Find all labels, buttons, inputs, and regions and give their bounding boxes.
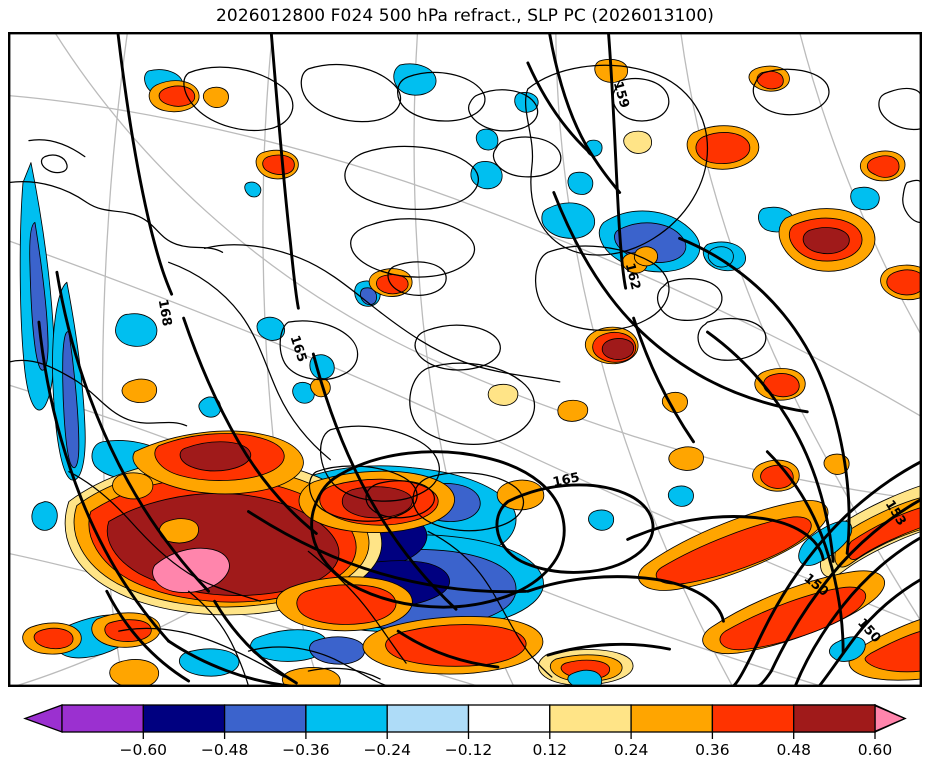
coastlines [9,63,921,686]
colorbar-seg-8[interactable] [711,704,795,733]
colorbar-seg-darkred[interactable] [793,704,876,733]
colorbar-seg-2[interactable] [223,704,307,733]
colorbar-seg-0[interactable] [61,704,144,733]
pressure-contours [37,33,921,686]
figure-title: 2026012800 F024 500 hPa refract., SLP PC… [216,6,714,26]
contour-label-162: 162 [622,262,643,292]
cbar-tick-6: 0.24 [614,741,649,759]
colorbar-arrow-high[interactable] [874,704,907,733]
contour-label-165-east: 165 [552,470,582,490]
cbar-tick-3: −0.24 [363,741,411,759]
contour-label-168: 168 [155,298,174,327]
colorbar-segments[interactable] [23,703,907,734]
colorbar-canvas: −0.60 −0.48 −0.36 −0.24 −0.12 0.12 0.24 … [23,703,907,759]
colorbar-seg-1[interactable] [142,704,226,733]
cbar-tick-5: 0.12 [533,741,568,759]
cbar-tick-4: −0.12 [445,741,493,759]
colorbar-tick-labels: −0.60 −0.48 −0.36 −0.24 −0.12 0.12 0.24 … [120,741,893,759]
map-plot-area[interactable]: 168 165 165 162 159 153 150 150 [8,32,922,687]
colorbar-seg-5[interactable] [467,704,551,733]
cbar-tick-8: 0.48 [776,741,811,759]
cbar-tick-9: 0.60 [858,741,893,759]
colorbar-seg-6[interactable] [549,704,632,733]
colorbar-extend-low[interactable] [23,704,63,733]
colorbar-seg-4[interactable] [386,704,470,733]
colorbar-ticks [142,732,876,739]
cbar-tick-0: −0.60 [120,741,168,759]
colorbar[interactable]: −0.60 −0.48 −0.36 −0.24 −0.12 0.12 0.24 … [0,698,930,760]
colorbar-seg-3[interactable] [305,704,388,733]
contour-label-159: 159 [610,80,632,110]
map-frame [9,33,921,686]
colorbar-seg-7[interactable] [630,704,714,733]
cbar-tick-2: −0.36 [282,741,330,759]
cbar-tick-7: 0.36 [695,741,730,759]
cbar-tick-1: −0.48 [201,741,249,759]
map-canvas: 168 165 165 162 159 153 150 150 [9,33,921,686]
